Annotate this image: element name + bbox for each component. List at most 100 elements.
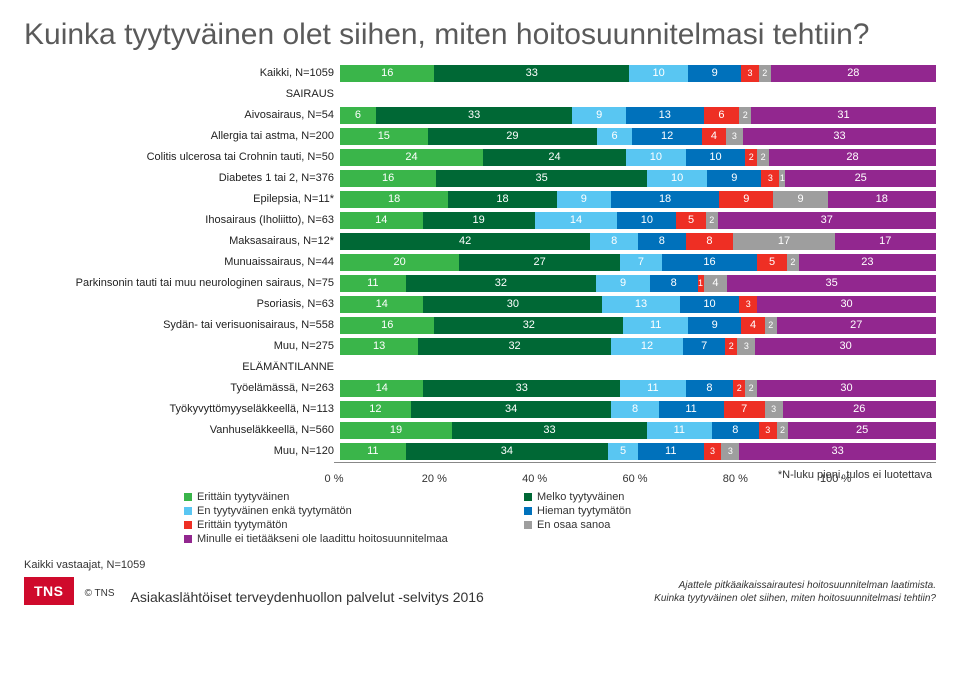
bar-segment: 3 (704, 443, 722, 460)
stacked-bar: 16331093228 (340, 65, 936, 82)
row-label: Epilepsia, N=11* (24, 193, 340, 205)
bar-segment: 32 (406, 275, 597, 292)
bar-segment: 32 (418, 338, 611, 355)
bar-segment: 20 (340, 254, 459, 271)
row-label: Työelämässä, N=263 (24, 382, 340, 394)
copyright: © TNS (85, 588, 115, 599)
footer: Kaikki vastaajat, N=1059 TNS © TNS Asiak… (24, 559, 936, 605)
legend-label: Erittäin tyytyväinen (197, 491, 289, 503)
legend-label: Melko tyytyväinen (537, 491, 624, 503)
page-title: Kuinka tyytyväinen olet siihen, miten ho… (24, 18, 936, 53)
bar-segment: 17 (733, 233, 834, 250)
stacked-bar: 16321194227 (340, 317, 936, 334)
row-label: ELÄMÄNTILANNE (24, 361, 340, 373)
bar-segment: 10 (617, 212, 676, 229)
bar-segment: 11 (647, 422, 712, 439)
bar-segment: 3 (739, 296, 757, 313)
bar-segment: 6 (704, 107, 740, 124)
row-label: Parkinsonin tauti tai muu neurologinen s… (24, 277, 340, 289)
bar-segment: 30 (423, 296, 602, 313)
legend-swatch (524, 493, 532, 501)
legend-label: En osaa sanoa (537, 519, 610, 531)
bar-segment: 11 (638, 443, 704, 460)
bar-segment: 35 (727, 275, 936, 292)
legend-label: Minulle ei tietääkseni ole laadittu hoit… (197, 533, 448, 545)
bar-segment: 2 (745, 149, 757, 166)
bar-segment: 6 (340, 107, 376, 124)
bar-segment: 8 (611, 401, 658, 418)
legend-item: Erittäin tyytymätön (184, 519, 524, 531)
legend-label: En tyytyväinen enkä tyytymätön (197, 505, 352, 517)
bar-segment: 11 (623, 317, 688, 334)
stacked-bar: 428881717 (340, 233, 936, 250)
bar-segment: 10 (680, 296, 740, 313)
bar-segment: 2 (759, 65, 771, 82)
bar-segment: 19 (423, 212, 535, 229)
bar-segment: 18 (340, 191, 448, 208)
bar-segment: 3 (741, 65, 759, 82)
bar-segment: 4 (741, 317, 765, 334)
bar-segment: 33 (452, 422, 647, 439)
bar-segment: 25 (785, 170, 936, 187)
bar-segment: 10 (647, 170, 707, 187)
bar-segment: 2 (706, 212, 718, 229)
bar-segment: 16 (340, 317, 434, 334)
bar-segment: 18 (828, 191, 936, 208)
row-label: Sydän- tai verisuonisairaus, N=558 (24, 319, 340, 331)
bar-segment: 15 (340, 128, 428, 145)
bar-segment: 18 (448, 191, 556, 208)
bar-segment: 3 (761, 170, 779, 187)
bar-segment: 8 (650, 275, 698, 292)
row-label: Muu, N=120 (24, 445, 340, 457)
legend: Erittäin tyytyväinen Melko tyytyväinen En … (184, 491, 936, 545)
bar-segment: 30 (757, 380, 936, 397)
bar-segment: 24 (340, 149, 483, 166)
bar-segment: 33 (739, 443, 936, 460)
stacked-bar: 20277165223 (340, 254, 936, 271)
bar-segment: 33 (743, 128, 936, 145)
bar-segment: 27 (777, 317, 936, 334)
x-axis-line (334, 462, 936, 469)
bar-segment: 12 (632, 128, 702, 145)
bar-segment: 37 (718, 212, 936, 229)
bar-segment: 2 (725, 338, 737, 355)
bar-segment: 6 (597, 128, 632, 145)
bar-segment: 10 (626, 149, 686, 166)
respondents-label: Kaikki vastaajat, N=1059 (24, 559, 484, 571)
stacked-bar: 12348117326 (340, 401, 936, 418)
bar-segment: 3 (765, 401, 783, 418)
bar-segment: 7 (724, 401, 765, 418)
legend-swatch (524, 507, 532, 515)
bar-segment: 2 (739, 107, 751, 124)
row-label: Psoriasis, N=63 (24, 298, 340, 310)
bar-segment: 9 (719, 191, 773, 208)
bar-segment: 28 (771, 65, 936, 82)
row-label: Työkyvyttömyyseläkkeellä, N=113 (24, 403, 340, 415)
bar-segment: 9 (688, 317, 741, 334)
row-label: Munuaissairaus, N=44 (24, 256, 340, 268)
bar-segment: 12 (611, 338, 683, 355)
stacked-bar: 13321272330 (340, 338, 936, 355)
bar-segment: 2 (777, 422, 789, 439)
report-subtitle: Asiakaslähtöiset terveydenhuollon palvel… (131, 589, 484, 605)
row-label: Muu, N=275 (24, 340, 340, 352)
bar-segment: 9 (596, 275, 650, 292)
legend-item (524, 533, 864, 545)
bar-segment: 27 (459, 254, 620, 271)
bar-segment: 14 (535, 212, 618, 229)
stacked-bar-chart: Kaikki, N=105916331093228SAIRAUSAivosair… (24, 63, 936, 462)
legend-item: Minulle ei tietääkseni ole laadittu hoit… (184, 533, 524, 545)
legend-swatch (524, 521, 532, 529)
bar-segment: 14 (340, 380, 423, 397)
bar-segment: 4 (702, 128, 725, 145)
bar-segment: 3 (759, 422, 777, 439)
bar-segment: 33 (376, 107, 573, 124)
bar-segment: 9 (572, 107, 626, 124)
row-label: Vanhuseläkkeellä, N=560 (24, 424, 340, 436)
row-label: Ihosairaus (Iholiitto), N=63 (24, 214, 340, 226)
bar-segment: 11 (340, 275, 406, 292)
stacked-bar: 1132981435 (340, 275, 936, 292)
stacked-bar: 15296124333 (340, 128, 936, 145)
legend-label: Erittäin tyytymätön (197, 519, 287, 531)
legend-item: En tyytyväinen enkä tyytymätön (184, 505, 524, 517)
